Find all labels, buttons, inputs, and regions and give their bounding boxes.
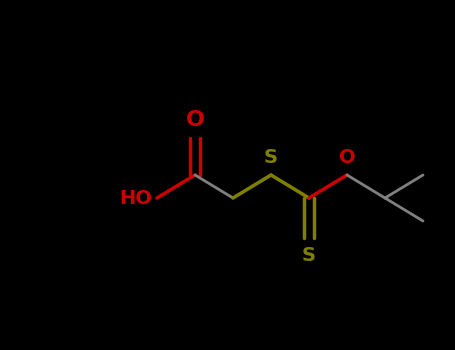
- Text: S: S: [264, 148, 278, 167]
- Text: O: O: [186, 110, 204, 130]
- Text: S: S: [302, 246, 316, 265]
- Text: HO: HO: [119, 189, 152, 208]
- Text: O: O: [339, 148, 355, 167]
